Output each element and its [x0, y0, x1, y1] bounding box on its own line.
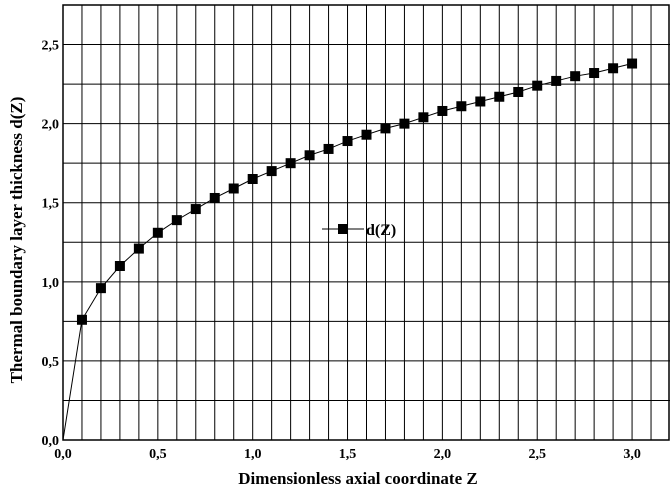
- grid: [63, 5, 670, 440]
- data-point: [627, 58, 638, 69]
- x-tick-label: 1,0: [244, 447, 262, 462]
- data-point: [513, 87, 524, 97]
- data-point: [133, 243, 144, 254]
- data-point: [475, 96, 486, 107]
- data-point: [399, 118, 410, 129]
- x-tick-label: 0,0: [54, 447, 72, 462]
- data-point: [437, 105, 448, 116]
- data-point: [285, 158, 296, 169]
- data-point: [361, 129, 372, 140]
- legend: d(Z): [322, 222, 396, 239]
- data-point: [114, 261, 125, 271]
- y-tick-label: 1,0: [42, 276, 60, 291]
- x-axis-title: Dimensionless axial coordinate Z: [238, 469, 477, 488]
- data-point: [608, 63, 619, 74]
- data-point: [247, 174, 258, 184]
- data-point: [228, 183, 239, 194]
- plot-area-frame: [62, 4, 670, 441]
- series-d-z: [62, 58, 638, 441]
- x-tick-label: 1,5: [339, 447, 357, 462]
- tick-labels: 0,0 0,5 1,0 1,5 2,0 2,5 3,0 0,0 0,5 1,0 1,5 2,0 2,5: [42, 39, 641, 462]
- data-point: [551, 75, 562, 86]
- data-point: [570, 71, 581, 82]
- y-tick-label: 2,5: [42, 39, 60, 54]
- y-tick-label: 1,5: [42, 197, 60, 212]
- data-point: [323, 143, 334, 154]
- data-point: [95, 283, 106, 294]
- y-tick-label: 0,0: [42, 434, 60, 449]
- data-point: [152, 227, 163, 238]
- data-point: [380, 123, 391, 134]
- x-tick-label: 2,0: [434, 447, 452, 462]
- x-tick-label: 3,0: [623, 447, 641, 462]
- data-point: [171, 215, 182, 226]
- data-point: [190, 204, 201, 215]
- data-point: [304, 150, 315, 161]
- y-axis-title: Thermal boundary layer thickness d(Z): [7, 97, 26, 384]
- data-point: [209, 192, 220, 203]
- legend-marker: [338, 224, 348, 234]
- data-point: [266, 166, 277, 177]
- data-point: [418, 112, 429, 123]
- x-tick-label: 2,5: [528, 447, 546, 462]
- y-tick-label: 0,5: [42, 355, 60, 370]
- data-point: [342, 136, 353, 147]
- x-tick-label: 0,5: [149, 447, 167, 462]
- data-point: [494, 91, 505, 102]
- legend-label: d(Z): [366, 222, 396, 239]
- data-point: [456, 101, 467, 112]
- data-point: [532, 80, 543, 91]
- data-point: [76, 314, 87, 325]
- data-point: [589, 68, 600, 79]
- y-tick-label: 2,0: [42, 118, 60, 133]
